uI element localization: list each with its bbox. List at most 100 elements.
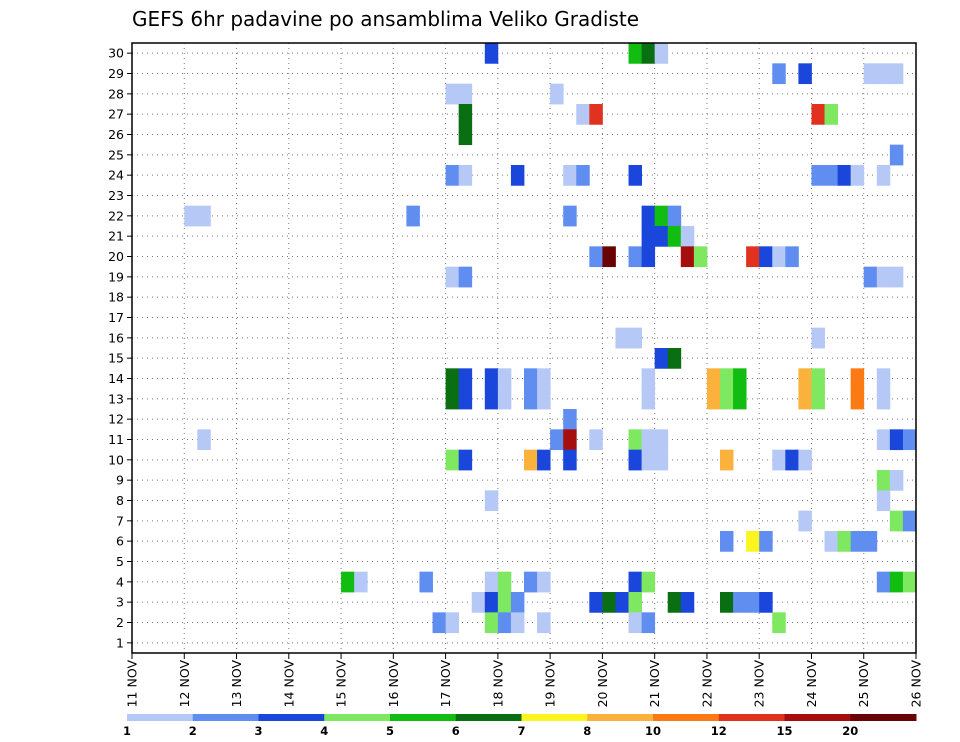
precip-cell [524, 368, 538, 390]
precip-cell [902, 571, 917, 593]
precip-cell [628, 165, 642, 186]
precip-cell [602, 246, 616, 268]
precip-cell [524, 388, 538, 410]
grid [132, 43, 916, 653]
precip-cell [524, 449, 538, 471]
precip-cell [484, 592, 499, 613]
precip-cell [654, 43, 669, 64]
precip-cell [798, 449, 812, 471]
y-tick-label: 8 [116, 493, 124, 508]
precip-cell [889, 429, 904, 451]
precip-cell [445, 83, 460, 105]
precip-cell [589, 246, 603, 268]
precip-cell [628, 327, 642, 349]
y-tick-label: 12 [108, 412, 124, 427]
precip-cell [876, 388, 891, 410]
precip-cell [524, 571, 538, 593]
y-tick-label: 18 [108, 290, 124, 305]
colorbar-swatch [718, 714, 785, 721]
x-tick-label: 25 NOV [856, 660, 871, 708]
precip-cell [471, 592, 486, 613]
precip-cell [641, 226, 656, 247]
plot-frame [131, 42, 917, 654]
colorbar-swatch [324, 714, 391, 721]
precip-cell [733, 388, 747, 410]
precip-cell [850, 368, 865, 390]
precip-cell [811, 388, 825, 410]
colorbar-label: 20 [842, 724, 858, 738]
colorbar-swatch [390, 714, 457, 721]
precip-cell [563, 205, 577, 227]
x-tick-label: 22 NOV [699, 660, 714, 708]
colorbar-swatch [192, 714, 259, 721]
precip-cell [641, 388, 656, 410]
precip-cell [563, 429, 577, 451]
precip-cell [876, 165, 891, 186]
precip-cell [641, 612, 656, 634]
precip-cell [615, 592, 629, 613]
precip-cell [785, 449, 799, 471]
y-tick-label: 15 [108, 351, 124, 366]
y-tick-label: 19 [108, 269, 124, 284]
colorbar-label: 3 [254, 724, 262, 738]
precip-cell [811, 104, 825, 125]
precip-cell [354, 571, 368, 593]
precip-cell [341, 571, 355, 593]
precip-cell [889, 144, 904, 166]
precip-cell [667, 348, 682, 369]
precip-cell [510, 165, 525, 186]
precip-cell [837, 531, 852, 552]
precip-cell [772, 449, 786, 471]
precip-cell [184, 205, 198, 227]
x-tick-label: 26 NOV [909, 660, 924, 708]
precip-cell [484, 571, 499, 593]
precip-cell [798, 368, 812, 390]
x-tick-label: 12 NOV [177, 660, 192, 708]
precip-cell [197, 429, 211, 451]
colorbar-swatch [127, 714, 194, 721]
precip-cell [824, 531, 838, 552]
x-tick-label: 23 NOV [752, 660, 767, 708]
precip-cell [706, 368, 721, 390]
precip-cell [680, 246, 695, 268]
precip-cell [720, 368, 734, 390]
y-tick-label: 1 [116, 635, 124, 650]
precip-cell [628, 449, 642, 471]
precip-cell [497, 571, 512, 593]
colorbar-label: 5 [386, 724, 394, 738]
precip-cell [550, 83, 564, 105]
precip-cell [576, 104, 590, 125]
precip-cell [445, 368, 460, 390]
precip-cell [889, 571, 904, 593]
precip-cell [889, 266, 904, 288]
precip-cell [602, 592, 616, 613]
precip-cell [667, 205, 682, 227]
precip-cell [654, 449, 669, 471]
y-tick-label: 27 [108, 107, 124, 122]
precip-cell [733, 592, 747, 613]
precip-cell [850, 531, 865, 552]
precip-cell [824, 104, 838, 125]
y-tick-label: 20 [108, 249, 124, 264]
precip-cell [484, 388, 499, 410]
y-tick-label: 6 [116, 534, 124, 549]
x-tick-label: 14 NOV [281, 660, 296, 708]
precip-cell [445, 165, 460, 186]
precip-cell [445, 266, 460, 288]
colorbar-label: 15 [776, 724, 792, 738]
precip-cell [863, 531, 878, 552]
precip-cell [432, 612, 446, 634]
precip-cell [824, 165, 838, 186]
y-tick-label: 22 [108, 208, 124, 223]
precip-cell [589, 429, 603, 451]
colorbar: 1 2 3 4 5 6 7 8 10 12 15 20 [123, 714, 917, 738]
y-tick-label: 28 [108, 86, 124, 101]
precip-cell [876, 429, 891, 451]
x-tick-label: 24 NOV [804, 660, 819, 708]
x-tick-label: 13 NOV [229, 660, 244, 708]
precipitation-cells [184, 43, 917, 634]
precip-cell [510, 592, 525, 613]
precip-cell [484, 490, 499, 512]
x-tick-label: 17 NOV [438, 660, 453, 708]
precip-cell [889, 63, 904, 85]
